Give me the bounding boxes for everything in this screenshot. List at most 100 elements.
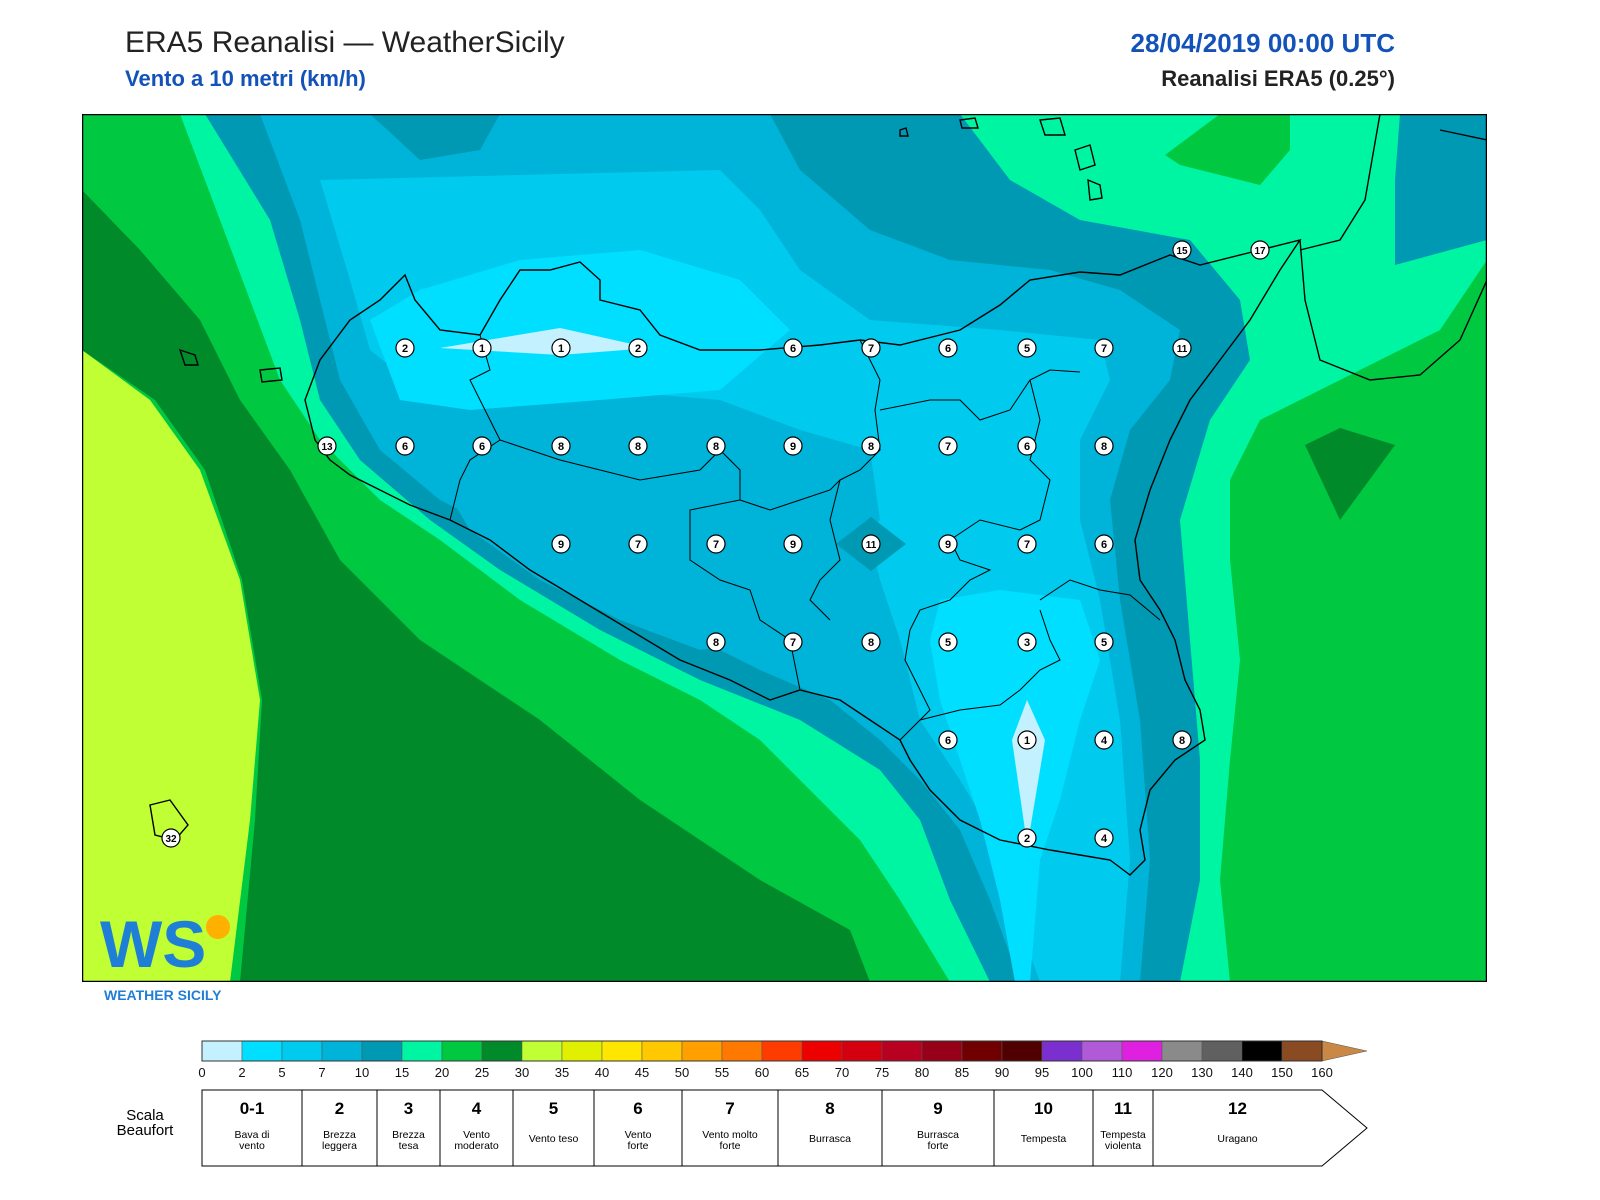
weathersicily-logo: WS WEATHER SICILY bbox=[98, 905, 248, 1005]
station-value: 2 bbox=[1024, 833, 1030, 845]
station-marker: 8 bbox=[861, 436, 881, 456]
beaufort-label: Scala Beaufort bbox=[117, 1107, 175, 1139]
map-title: ERA5 Reanalisi — WeatherSicily bbox=[125, 26, 565, 59]
map-subtitle: Vento a 10 metri (km/h) bbox=[125, 66, 366, 91]
colorbar-segment bbox=[601, 1040, 643, 1062]
colorbar-tick-label: 7 bbox=[318, 1065, 325, 1080]
colorbar-tick-label: 5 bbox=[278, 1065, 285, 1080]
beaufort-description: Burrasca bbox=[809, 1133, 851, 1145]
wind-band-25-30-east bbox=[1305, 428, 1395, 520]
station-marker: 6 bbox=[395, 436, 415, 456]
colorbar-tick-label: 15 bbox=[395, 1065, 409, 1080]
colorbar-tick-label: 75 bbox=[875, 1065, 889, 1080]
beaufort-number: 0-1 bbox=[240, 1099, 265, 1118]
station-value: 9 bbox=[790, 539, 796, 551]
colorbar-segment bbox=[641, 1040, 683, 1062]
beaufort-description: Tempesta violenta bbox=[1100, 1129, 1146, 1152]
station-circle bbox=[161, 828, 181, 848]
station-value: 7 bbox=[713, 539, 719, 551]
colorbar-tick-label: 140 bbox=[1231, 1065, 1253, 1080]
colorbar-segment bbox=[561, 1040, 603, 1062]
colorbar-tick-label: 50 bbox=[675, 1065, 689, 1080]
station-marker: 8 bbox=[551, 436, 571, 456]
colorbar-segment bbox=[401, 1040, 443, 1062]
station-value: 1 bbox=[558, 343, 564, 355]
colorbar-segment bbox=[241, 1040, 283, 1062]
station-value: 7 bbox=[790, 637, 796, 649]
beaufort-description: Vento forte bbox=[625, 1129, 652, 1152]
station-marker: 5 bbox=[1017, 338, 1037, 358]
colorbar-segment bbox=[761, 1040, 803, 1062]
station-circle bbox=[317, 436, 337, 456]
wind-band-0-2-north bbox=[440, 328, 650, 355]
colorbar-tick-label: 20 bbox=[435, 1065, 449, 1080]
beaufort-cell: 7 Vento molto forte bbox=[681, 1089, 779, 1167]
wind-band-10-15-ne bbox=[1395, 114, 1487, 265]
station-marker: 9 bbox=[783, 436, 803, 456]
beaufort-number: 2 bbox=[335, 1099, 344, 1118]
colorbar-ticks: 0 2 5 7 10 15 20 25 30 35 40 45 50 55 60 65 70 75 80 85 90 95… bbox=[198, 1065, 1332, 1080]
beaufort-number: 7 bbox=[725, 1099, 734, 1118]
station-marker: 2 bbox=[628, 338, 648, 358]
beaufort-description: Tempesta bbox=[1021, 1133, 1067, 1145]
station-value: 8 bbox=[1101, 441, 1107, 453]
colorbar-tick-label: 150 bbox=[1271, 1065, 1293, 1080]
station-circle bbox=[551, 338, 571, 358]
station-circle bbox=[628, 436, 648, 456]
colorbar-segment bbox=[1081, 1040, 1123, 1062]
station-marker: 4 bbox=[1094, 730, 1114, 750]
station-circle bbox=[938, 534, 958, 554]
station-circle bbox=[472, 338, 492, 358]
beaufort-description: Uragano bbox=[1217, 1133, 1257, 1145]
beaufort-cell: 3 Brezza tesa bbox=[376, 1089, 441, 1167]
station-value: 7 bbox=[945, 441, 951, 453]
logo-name: WEATHER SICILY bbox=[104, 987, 222, 1003]
beaufort-description: Bava di vento bbox=[234, 1129, 269, 1152]
station-circle bbox=[938, 632, 958, 652]
station-marker: 8 bbox=[706, 632, 726, 652]
station-value: 8 bbox=[713, 637, 719, 649]
station-value: 32 bbox=[165, 834, 177, 845]
station-marker: 7 bbox=[628, 534, 648, 554]
station-marker: 6 bbox=[783, 338, 803, 358]
wind-band-2-5-south bbox=[930, 590, 1100, 982]
station-circle bbox=[861, 632, 881, 652]
colorbar-segment bbox=[841, 1040, 883, 1062]
colorbar-tick-label: 25 bbox=[475, 1065, 489, 1080]
station-value: 9 bbox=[558, 539, 564, 551]
station-marker: 17 bbox=[1250, 240, 1270, 260]
station-value: 9 bbox=[790, 441, 796, 453]
station-circle bbox=[783, 338, 803, 358]
beaufort-number: 6 bbox=[633, 1099, 642, 1118]
station-circle bbox=[1017, 534, 1037, 554]
station-marker: 7 bbox=[938, 436, 958, 456]
station-marker: 6 bbox=[938, 730, 958, 750]
station-circle bbox=[1172, 730, 1192, 750]
station-circle bbox=[783, 534, 803, 554]
beaufort-cell: 9 Burrasca forte bbox=[881, 1089, 995, 1167]
colorbar-tick-label: 60 bbox=[755, 1065, 769, 1080]
wind-band-30-35 bbox=[82, 350, 260, 982]
colorbar-segment bbox=[521, 1040, 563, 1062]
station-marker: 7 bbox=[706, 534, 726, 554]
beaufort-number: 12 bbox=[1228, 1099, 1247, 1118]
colorbar-arrow bbox=[1321, 1040, 1368, 1062]
logo-mark: WS bbox=[100, 907, 206, 981]
station-value: 7 bbox=[1101, 343, 1107, 355]
colorbar-tick-label: 70 bbox=[835, 1065, 849, 1080]
station-value: 1 bbox=[479, 343, 485, 355]
station-circle bbox=[1172, 240, 1192, 260]
colorbar-tick-label: 130 bbox=[1191, 1065, 1213, 1080]
beaufort-description: Brezza leggera bbox=[322, 1129, 357, 1152]
colorbar-segment bbox=[1281, 1040, 1323, 1062]
station-value: 15 bbox=[1176, 246, 1188, 257]
station-marker: 11 bbox=[1172, 338, 1192, 358]
station-circle bbox=[551, 436, 571, 456]
station-marker: 3 bbox=[1017, 632, 1037, 652]
colorbar-tick-label: 35 bbox=[555, 1065, 569, 1080]
station-value: 8 bbox=[868, 441, 874, 453]
colorbar-tick-label: 120 bbox=[1151, 1065, 1173, 1080]
colorbar-segment bbox=[1201, 1040, 1243, 1062]
colorbar-tick-label: 100 bbox=[1071, 1065, 1093, 1080]
